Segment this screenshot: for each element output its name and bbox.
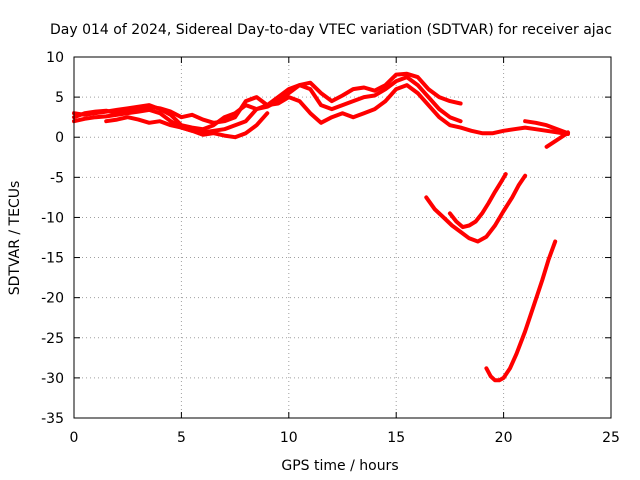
x-axis-label: GPS time / hours (281, 458, 398, 474)
series-line-track-f (544, 130, 570, 149)
y-tick-label: 10 (46, 50, 64, 66)
x-tick-label: 10 (280, 430, 298, 446)
x-tick-label: 25 (602, 430, 620, 446)
tick-layer: 0 5 10 15 20 25 -35 -30 -25 -20 -15 -10 -5 0 5 10 (41, 50, 620, 446)
y-tick-label: 0 (55, 130, 64, 146)
y-tick-label: -5 (50, 170, 64, 186)
y-tick-label: -10 (41, 210, 64, 226)
y-tick-label: -25 (41, 331, 64, 347)
chart-title: Day 014 of 2024, Sidereal Day-to-day VTE… (50, 22, 612, 38)
y-axis-label: SDTVAR / TECUs (7, 181, 23, 296)
y-tick-label: -35 (41, 411, 64, 427)
x-tick-label: 15 (387, 430, 405, 446)
x-tick-label: 5 (177, 430, 186, 446)
series-line-track-c (72, 83, 570, 136)
series-line-track-d (104, 111, 270, 140)
y-tick-label: -20 (41, 291, 64, 307)
y-tick-label: 5 (55, 90, 64, 106)
x-tick-label: 20 (495, 430, 513, 446)
series-line-track-g (424, 173, 528, 244)
y-tick-label: -15 (41, 251, 64, 267)
series-line-track-h (447, 172, 508, 230)
series-line-track-e (523, 119, 570, 136)
y-tick-label: -30 (41, 371, 64, 387)
x-tick-label: 0 (70, 430, 79, 446)
series-layer (72, 71, 570, 383)
series-line-track-i (484, 239, 558, 383)
plot-frame (73, 56, 612, 419)
